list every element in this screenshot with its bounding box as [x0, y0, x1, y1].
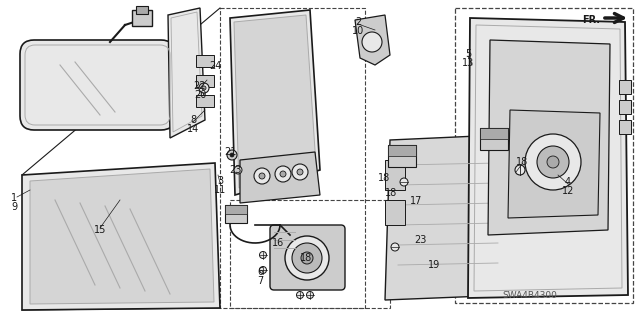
Text: 18: 18 — [300, 253, 312, 263]
Text: 2: 2 — [355, 17, 361, 27]
Polygon shape — [240, 152, 320, 203]
Text: 21: 21 — [224, 147, 236, 157]
Circle shape — [525, 134, 581, 190]
Polygon shape — [488, 40, 610, 235]
Polygon shape — [22, 163, 220, 310]
Circle shape — [202, 86, 206, 90]
Text: 16: 16 — [272, 238, 284, 248]
Text: 19: 19 — [428, 260, 440, 270]
Bar — [196, 75, 214, 87]
Circle shape — [292, 243, 322, 273]
Text: 17: 17 — [410, 196, 422, 206]
Polygon shape — [385, 135, 510, 300]
Circle shape — [259, 173, 265, 179]
Circle shape — [537, 146, 569, 178]
Text: 6: 6 — [257, 267, 263, 277]
Text: 11: 11 — [214, 185, 226, 195]
Text: 1: 1 — [11, 193, 17, 203]
Text: 10: 10 — [352, 26, 364, 36]
Bar — [132, 10, 152, 26]
Text: 22: 22 — [194, 81, 206, 91]
Circle shape — [254, 168, 270, 184]
Text: 5: 5 — [465, 49, 471, 59]
Bar — [480, 128, 508, 150]
Text: 7: 7 — [257, 276, 263, 286]
Polygon shape — [230, 10, 320, 195]
Circle shape — [362, 32, 382, 52]
Text: 23: 23 — [414, 235, 426, 245]
Bar — [455, 8, 633, 303]
Text: 3: 3 — [217, 176, 223, 186]
Text: 24: 24 — [209, 61, 221, 71]
Circle shape — [296, 292, 303, 299]
Circle shape — [297, 169, 303, 175]
Circle shape — [227, 150, 237, 160]
Circle shape — [275, 166, 291, 182]
Text: 18: 18 — [516, 157, 528, 167]
Polygon shape — [355, 15, 390, 65]
Circle shape — [230, 153, 234, 157]
Text: 15: 15 — [94, 225, 106, 235]
Circle shape — [307, 292, 314, 299]
Bar — [619, 100, 631, 114]
Bar — [225, 205, 247, 223]
Circle shape — [515, 165, 525, 175]
Text: 18: 18 — [378, 173, 390, 183]
Bar — [385, 200, 405, 225]
Bar — [136, 6, 148, 14]
Polygon shape — [508, 110, 600, 218]
Polygon shape — [468, 18, 628, 298]
Bar — [388, 145, 416, 167]
Circle shape — [285, 236, 329, 280]
Text: 20: 20 — [194, 90, 206, 100]
Bar — [388, 145, 416, 156]
Text: 8: 8 — [190, 115, 196, 125]
Polygon shape — [168, 8, 205, 138]
Text: 14: 14 — [187, 124, 199, 134]
Circle shape — [400, 178, 408, 186]
Text: 9: 9 — [11, 202, 17, 212]
Polygon shape — [234, 15, 316, 188]
Circle shape — [547, 156, 559, 168]
Circle shape — [280, 171, 286, 177]
Circle shape — [259, 266, 266, 273]
Circle shape — [391, 243, 399, 251]
Bar — [196, 55, 214, 67]
Bar — [196, 95, 214, 107]
Text: FR.: FR. — [582, 15, 600, 25]
Text: 13: 13 — [462, 58, 474, 68]
Text: 4: 4 — [565, 177, 571, 187]
Polygon shape — [30, 169, 214, 304]
Text: 12: 12 — [562, 186, 574, 196]
Circle shape — [259, 251, 266, 258]
Circle shape — [301, 252, 313, 264]
Text: 18: 18 — [385, 188, 397, 198]
Bar — [230, 200, 390, 308]
Text: 23: 23 — [229, 165, 241, 175]
Bar — [385, 160, 405, 190]
Bar — [480, 128, 508, 139]
Circle shape — [234, 166, 242, 174]
Circle shape — [292, 164, 308, 180]
FancyBboxPatch shape — [20, 40, 175, 130]
Circle shape — [199, 83, 209, 93]
Bar — [619, 80, 631, 94]
FancyBboxPatch shape — [270, 225, 345, 290]
Bar — [220, 8, 365, 308]
Text: SWA4B4300: SWA4B4300 — [502, 291, 557, 300]
Bar — [225, 205, 247, 214]
Bar — [619, 120, 631, 134]
